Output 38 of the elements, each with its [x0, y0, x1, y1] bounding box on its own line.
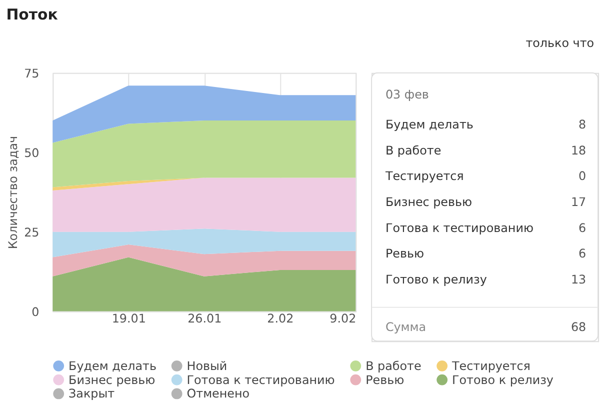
legend-label: Ревью	[366, 372, 404, 387]
text: 68	[570, 320, 586, 334]
legend-label: Готова к тестированию	[186, 372, 335, 387]
text: 18	[570, 143, 586, 158]
legend-label: Отменено	[186, 386, 250, 401]
x-tick-label: 2.02	[267, 312, 294, 326]
text: 6	[578, 246, 586, 261]
legend-label: Тестируется	[451, 358, 530, 373]
legend-label: Готово к релизу	[452, 372, 554, 387]
legend-label: В работе	[366, 358, 422, 373]
legend-label: Закрыт	[68, 386, 115, 401]
y-tick-label: 50	[24, 146, 40, 160]
x-tick-label: 9.02	[330, 312, 356, 326]
text: 17	[570, 194, 586, 209]
text: Бизнес ревью	[385, 194, 472, 209]
legend-label: Бизнес ревью	[68, 372, 156, 387]
x-tick-label: 26.01	[188, 312, 222, 326]
text: В работе	[385, 143, 442, 158]
text: 6	[578, 220, 586, 235]
text: 03 фев	[385, 88, 429, 102]
x-tick-label: 19.01	[112, 312, 146, 326]
text: 0	[578, 169, 586, 184]
y-tick-label: 25	[24, 225, 40, 240]
text: только что	[526, 36, 594, 50]
legend-label: Будем делать	[68, 358, 157, 373]
text: Ревью	[385, 246, 424, 261]
text: 13	[570, 272, 586, 286]
y-tick-label: 75	[24, 66, 40, 80]
text: Будем делать	[385, 117, 474, 132]
y-axis-title: Количество задач	[6, 136, 20, 250]
legend-label: Новый	[186, 358, 228, 373]
y-tick-label: 0	[32, 304, 40, 319]
text: Готово к релизу	[385, 272, 487, 286]
text: Тестируется	[384, 169, 464, 184]
text: 8	[578, 117, 586, 132]
chart-title: Поток	[6, 6, 58, 24]
text: Готова к тестированию	[385, 220, 534, 235]
text: Сумма	[385, 320, 426, 334]
